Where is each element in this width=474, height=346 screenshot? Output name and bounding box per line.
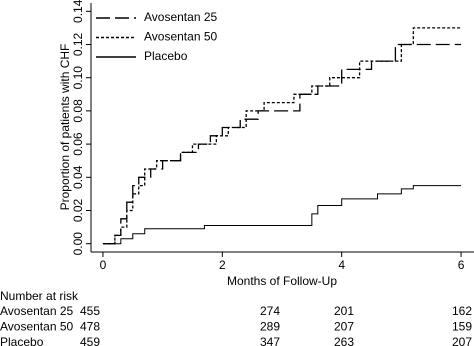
x-axis-label: Months of Follow-Up <box>227 274 337 288</box>
x-tick-label: 0 <box>100 258 107 272</box>
y-tick-label: 0.00 <box>71 232 85 256</box>
step-line <box>102 185 462 245</box>
x-tick-label: 6 <box>458 258 465 272</box>
step-line <box>102 27 462 245</box>
x-tick-label: 4 <box>338 258 345 272</box>
risk-row-label: Avosentan 50 <box>0 320 73 334</box>
risk-count: 478 <box>80 320 100 334</box>
risk-count: 207 <box>452 335 472 346</box>
y-tick-label: 0.12 <box>71 32 85 56</box>
risk-count: 347 <box>260 335 280 346</box>
y-tick-label: 0.04 <box>71 165 85 189</box>
y-tick-label: 0.14 <box>71 0 85 23</box>
step-line <box>102 43 462 245</box>
risk-count: 159 <box>452 320 472 334</box>
risk-count: 455 <box>80 304 100 318</box>
risk-table-title: Number at risk <box>0 289 79 303</box>
legend-label: Placebo <box>144 49 188 63</box>
y-tick-label: 0.02 <box>71 198 85 222</box>
risk-row-label: Placebo <box>0 335 44 346</box>
risk-row-label: Avosentan 25 <box>0 304 73 318</box>
y-tick-label: 0.08 <box>71 99 85 123</box>
y-tick-label: 0.10 <box>71 66 85 90</box>
risk-count: 201 <box>334 304 354 318</box>
y-tick-label: 0.06 <box>71 132 85 156</box>
x-tick-label: 2 <box>219 258 226 272</box>
risk-count: 263 <box>334 335 354 346</box>
risk-count: 162 <box>452 304 472 318</box>
risk-count: 459 <box>80 335 100 346</box>
legend-label: Avosentan 50 <box>144 30 217 44</box>
legend-label: Avosentan 25 <box>144 10 217 24</box>
y-axis-label: Proportion of patients with CHF <box>58 44 72 211</box>
risk-count: 289 <box>260 320 280 334</box>
risk-count: 207 <box>334 320 354 334</box>
risk-count: 274 <box>260 304 280 318</box>
